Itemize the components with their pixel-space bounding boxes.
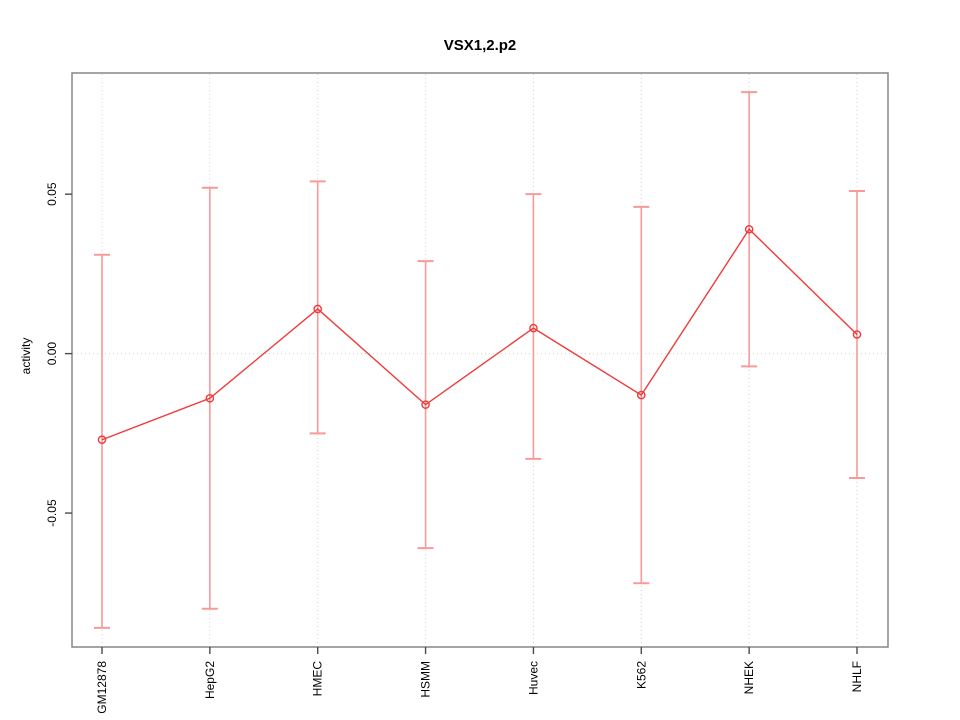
- x-tick-label: HSMM: [419, 661, 433, 698]
- x-tick-label: NHEK: [742, 661, 756, 694]
- data-point: [852, 330, 862, 339]
- data-line: [101, 228, 858, 441]
- x-tick-label: HepG2: [203, 661, 217, 699]
- data-point: [636, 390, 646, 400]
- data-point: [205, 393, 215, 403]
- x-tick-label: Huvec: [526, 661, 540, 695]
- x-tick-label: HMEC: [311, 661, 325, 697]
- plot-generated-layer: GM12878 HepG2 HMEC HSMM Huvec K562 NHEK NHLF -0.…: [45, 72, 889, 714]
- data-point: [744, 224, 754, 234]
- y-tick-label: -0.05: [45, 499, 59, 527]
- data-point: [97, 435, 107, 445]
- y-axis-label: activity: [19, 338, 33, 375]
- data-point: [313, 304, 323, 314]
- data-point: [421, 400, 430, 409]
- x-tick-label: NHLF: [850, 661, 864, 692]
- data-point: [529, 323, 538, 333]
- y-tick-label: 0.05: [45, 182, 59, 206]
- x-tick-label: GM12878: [95, 661, 109, 714]
- plot-box: [71, 72, 889, 648]
- x-tick-label: K562: [634, 661, 648, 689]
- y-tick-label: 0.00: [45, 342, 59, 366]
- chart-title: VSX1,2.p2: [444, 37, 517, 54]
